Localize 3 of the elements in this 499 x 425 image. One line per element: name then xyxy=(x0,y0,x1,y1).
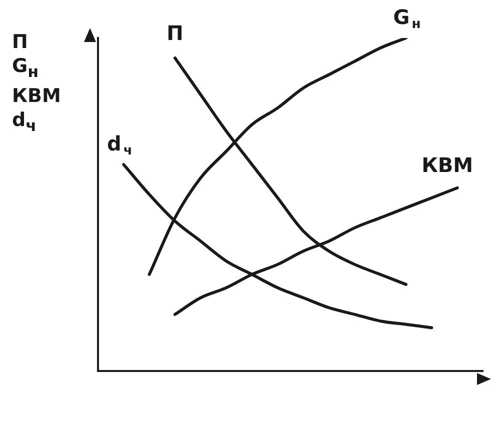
series-label: П xyxy=(166,20,184,45)
series-label: КВМ xyxy=(422,152,474,177)
y-axis-title: П G$_{н}$ КВМ d$_{ч}$ xyxy=(12,30,61,137)
